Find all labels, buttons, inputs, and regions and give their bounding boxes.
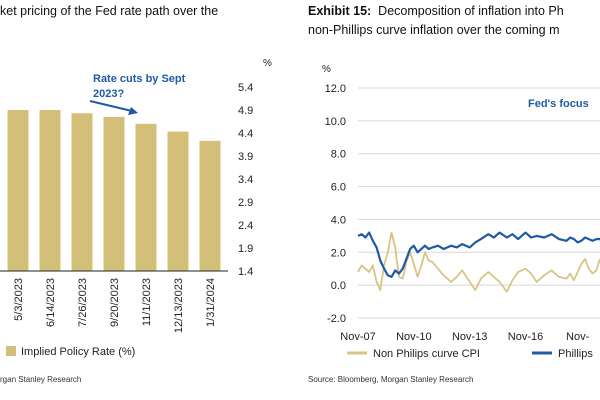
left-bar-chart: % Rate cuts by Sept 2023? 5.4 4.9 4.4 3.9 3.… [0, 58, 272, 358]
right-y-ticks: 12.0 10.0 8.0 6.0 4.0 2.0 0.0 -2.0 [325, 83, 346, 325]
bar-5-3-2023 [7, 110, 29, 271]
legend-label-phillips: Phillips [558, 348, 593, 360]
right-y-tick: 6.0 [331, 182, 346, 194]
annotation-arrow-line [89, 100, 133, 112]
right-y-tick: 12.0 [325, 83, 346, 95]
right-y-tick: 0.0 [331, 280, 346, 292]
right-y-tick: 8.0 [331, 149, 346, 161]
bar-11-1-2023 [135, 123, 157, 271]
right-source: Source: Bloomberg, Morgan Stanley Resear… [308, 375, 474, 384]
right-x-tick: Nov- [566, 331, 590, 343]
right-x-tick: Nov-16 [508, 331, 543, 343]
nonphillips-line [357, 231, 600, 293]
right-y-tick: -2.0 [327, 313, 346, 325]
left-unit-label: % [263, 58, 272, 69]
right-y-tick: 4.0 [331, 214, 346, 226]
left-y-tick: 5.4 [238, 82, 253, 94]
left-x-tick: 11/1/2023 [141, 278, 153, 326]
legend-label-nonphillips: Non Philips curve CPI [373, 348, 480, 360]
left-bars-group [0, 110, 228, 272]
left-y-tick: 4.9 [238, 105, 253, 117]
left-y-tick: 3.9 [238, 151, 253, 163]
right-x-ticks: Nov-07 Nov-10 Nov-13 Nov-16 Nov- [340, 331, 589, 343]
left-x-tick: 6/14/2023 [45, 278, 57, 327]
right-x-tick: Nov-10 [396, 331, 431, 343]
phillips-line [357, 231, 600, 278]
right-chart-title-line1: Exhibit 15: Decomposition of inflation i… [308, 2, 564, 21]
bar-1-31-2024 [199, 140, 221, 271]
right-grid [358, 87, 600, 319]
right-y-tick: 2.0 [331, 247, 346, 259]
left-x-tick: 1/31/2024 [205, 278, 217, 327]
right-x-tick: Nov-13 [452, 331, 487, 343]
right-line-chart: % 12.010.08.06.04.02.00.0-2.0 Nov-07 Nov-… [322, 64, 600, 360]
left-y-tick: 1.4 [238, 266, 253, 278]
legend-label-policy-rate: Implied Policy Rate (%) [21, 346, 135, 358]
annotation-line1: Rate cuts by Sept [93, 73, 186, 85]
exhibit-label: Exhibit 15: [308, 4, 372, 18]
left-y-tick: 2.9 [238, 197, 253, 209]
left-x-tick: 12/13/2023 [173, 278, 185, 333]
left-chart-panel: ket pricing of the Fed rate path over th… [0, 4, 272, 384]
bar-9-20-2023 [103, 116, 125, 272]
left-x-tick: 7/26/2023 [77, 278, 89, 327]
left-x-tick: 5/3/2023 [13, 278, 25, 321]
legend-swatch-policy-rate [6, 346, 16, 356]
left-chart-title: ket pricing of the Fed rate path over th… [0, 4, 219, 18]
left-y-ticks: 5.4 4.9 4.4 3.9 3.4 2.9 2.4 1.9 1.4 [238, 82, 253, 278]
left-x-ticks: 5/3/2023 6/14/2023 7/26/2023 9/20/2023 11/1/… [13, 278, 217, 333]
fed-focus-annotation: Fed's focus [528, 98, 589, 110]
annotation-line2: 2023? [93, 88, 124, 100]
bar-7-26-2023 [71, 113, 93, 271]
left-y-tick: 2.4 [238, 220, 253, 232]
right-chart-panel: Exhibit 15: Decomposition of inflation i… [300, 0, 600, 400]
right-lines-group [357, 231, 600, 293]
left-x-tick: 9/20/2023 [109, 278, 121, 327]
left-y-tick: 4.4 [238, 128, 253, 140]
right-x-tick: Nov-07 [340, 331, 375, 343]
right-title-text: Decomposition of inflation into Ph [378, 4, 564, 18]
right-unit-label: % [322, 64, 331, 75]
left-y-tick: 3.4 [238, 174, 253, 186]
bar-12-13-2023 [167, 131, 189, 271]
left-y-tick: 1.9 [238, 243, 253, 255]
annotation-arrow-head [128, 107, 138, 115]
right-y-tick: 10.0 [325, 116, 346, 128]
left-source: rgan Stanley Research [0, 375, 82, 384]
right-chart-title-line2: non-Phillips curve inflation over the co… [308, 23, 560, 37]
bar-6-14-2023 [39, 110, 61, 271]
